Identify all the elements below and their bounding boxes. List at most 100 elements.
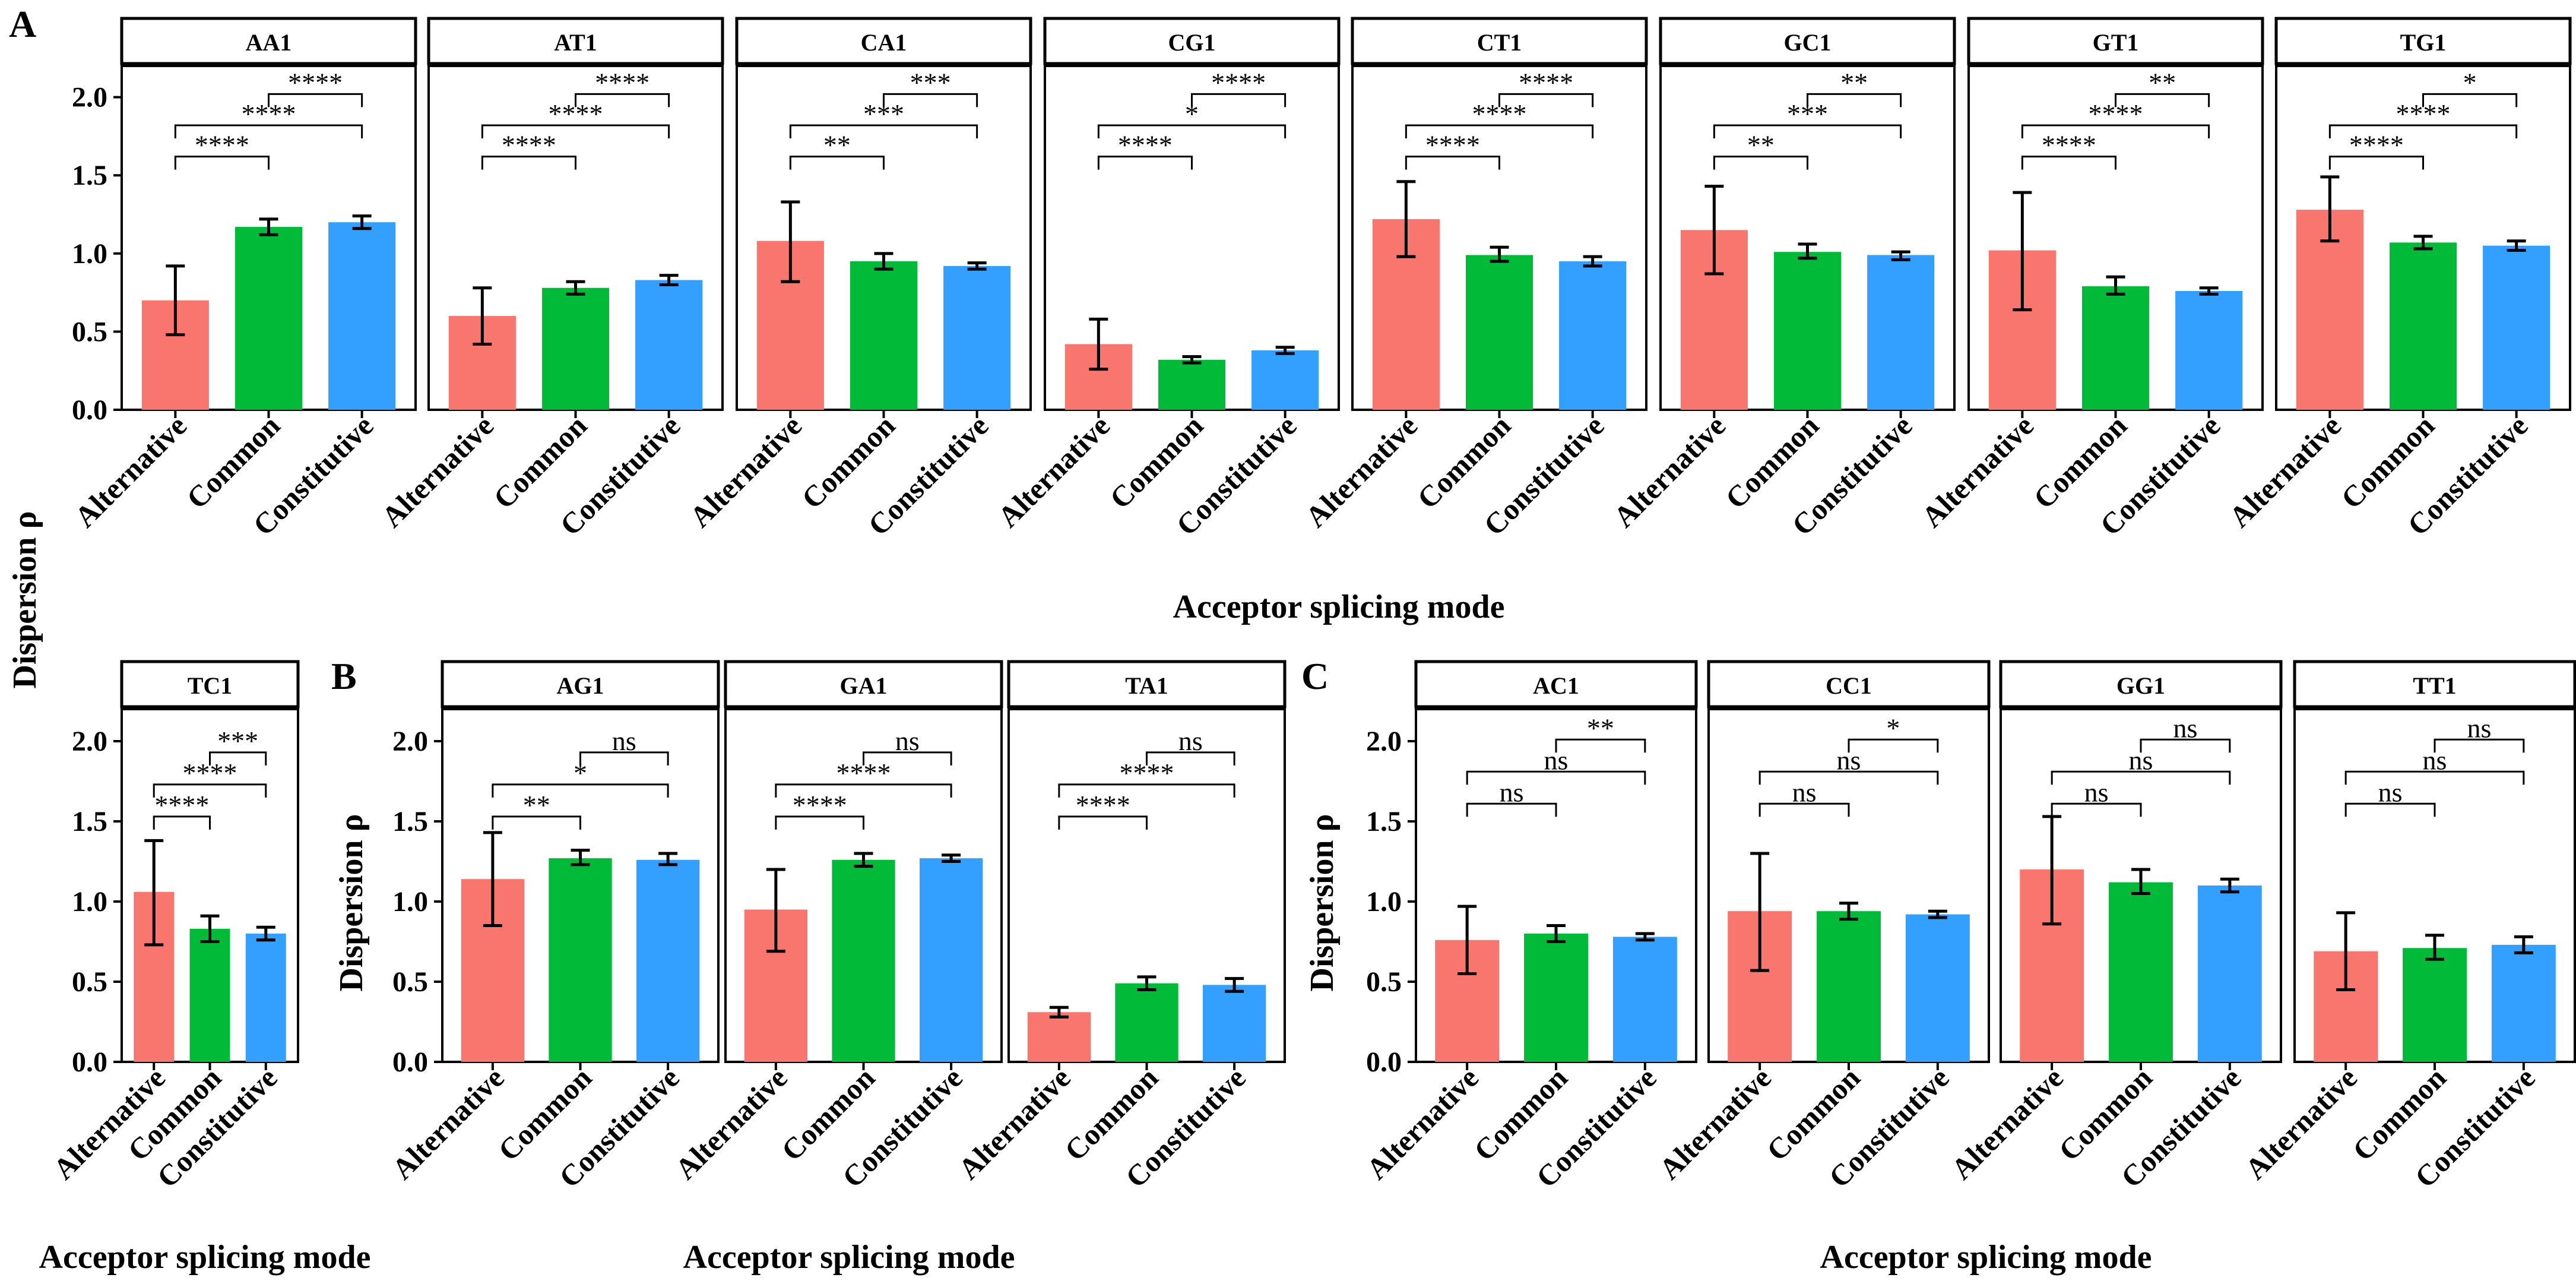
- sig-label: ns: [1792, 777, 1817, 807]
- x-axis-title-bottom-b: Acceptor splicing mode: [683, 1239, 1015, 1276]
- y-tick-label: 1.5: [1366, 806, 1402, 837]
- facet-title: TG1: [2400, 29, 2447, 56]
- bar-common: [2109, 882, 2173, 1062]
- y-tick-label: 0.5: [1366, 966, 1402, 998]
- sig-label: ****: [1118, 130, 1173, 160]
- facet-title: GG1: [2116, 672, 2165, 699]
- sig-bracket: [2051, 770, 2231, 785]
- x-tick-label: Alternative: [991, 409, 1116, 533]
- bar-common: [2389, 242, 2457, 410]
- y-tick-label: 1.5: [72, 160, 107, 191]
- sig-bracket: [2051, 802, 2142, 817]
- x-tick-label: Alternative: [385, 1061, 510, 1185]
- sig-bracket: [492, 783, 669, 798]
- y-tick-label: 0.5: [72, 316, 107, 347]
- y-tick-label: 0.0: [1366, 1046, 1402, 1078]
- sig-label: **: [1587, 713, 1614, 743]
- bar-common: [235, 227, 303, 410]
- y-tick-label: 0.0: [392, 1046, 428, 1078]
- sig-label: ****: [1076, 790, 1130, 820]
- facet-strip: [1414, 660, 1698, 709]
- bar-common: [832, 859, 895, 1062]
- sig-bracket: [1758, 802, 1850, 817]
- facet-title: CC1: [1826, 672, 1872, 699]
- y-tick-label: 1.0: [392, 886, 428, 918]
- sig-bracket: [2021, 156, 2116, 170]
- x-axis-title-bottom-c: Acceptor splicing mode: [1820, 1239, 2152, 1276]
- sig-bracket: [174, 156, 270, 170]
- sig-label: ****: [2042, 130, 2096, 160]
- sig-label: **: [1840, 67, 1868, 97]
- sig-label: ****: [502, 130, 556, 160]
- sig-bracket: [1848, 738, 1939, 753]
- sig-label: ns: [2467, 713, 2491, 743]
- bar-common: [549, 858, 612, 1062]
- sig-bracket: [1405, 124, 1594, 139]
- sig-bracket: [1146, 751, 1235, 766]
- facet-title: TC1: [188, 672, 233, 699]
- facet-title: CT1: [1477, 29, 1522, 56]
- facet-title: AA1: [246, 29, 292, 56]
- bar-constitutive: [636, 859, 700, 1062]
- sig-bracket: [775, 815, 864, 830]
- facet-ac1: AC10.00.51.01.52.0AlternativeCommonConst…: [1360, 660, 1698, 1194]
- sig-bracket: [481, 124, 670, 139]
- facet-gt1: GT1AlternativeCommonConstitutive********…: [1915, 17, 2264, 542]
- facet-strip: [120, 660, 300, 709]
- y-tick-label: 1.0: [1366, 886, 1402, 918]
- sig-bracket: [268, 93, 363, 107]
- y-tick-label: 1.0: [72, 886, 107, 918]
- sig-label: ns: [2084, 777, 2109, 807]
- sig-bracket: [775, 783, 952, 798]
- sig-bracket: [1405, 156, 1500, 170]
- sig-label: ns: [895, 726, 920, 756]
- sig-label: ****: [595, 67, 649, 97]
- sig-label: ****: [1519, 67, 1573, 97]
- facet-cg1: CG1AlternativeCommonConstitutive********…: [991, 17, 1341, 542]
- sig-label: ****: [793, 790, 847, 820]
- facet-title: TA1: [1125, 672, 1168, 699]
- sig-bracket: [579, 751, 669, 766]
- y-tick-label: 1.5: [72, 806, 107, 837]
- x-tick-label: Alternative: [375, 409, 500, 533]
- facet-strip: [441, 660, 720, 709]
- x-tick-label: Alternative: [1915, 409, 2040, 533]
- y-axis-title-main: Dispersion ρ: [7, 511, 43, 688]
- sig-bracket: [789, 156, 885, 170]
- x-tick-label: Alternative: [2223, 409, 2347, 533]
- facet-ct1: CT1AlternativeCommonConstitutive********…: [1299, 17, 1648, 542]
- y-tick-label: 2.0: [392, 726, 428, 757]
- sig-label: *: [2463, 67, 2477, 97]
- x-axis-title-bottom-a: Acceptor splicing mode: [39, 1239, 371, 1276]
- x-tick-label: Alternative: [1299, 409, 1424, 533]
- sig-bracket: [2422, 93, 2518, 107]
- sig-bracket: [481, 156, 576, 170]
- y-tick-label: 0.5: [72, 966, 107, 998]
- sig-bracket: [153, 783, 267, 798]
- y-axis-title-c: Dispersion ρ: [1304, 814, 1341, 991]
- bar-common: [189, 928, 230, 1062]
- sig-bracket: [1807, 93, 1902, 107]
- sig-bracket: [2344, 802, 2436, 817]
- facet-strip: [2293, 660, 2576, 709]
- sig-bracket: [2115, 93, 2210, 107]
- sig-bracket: [575, 93, 670, 107]
- facet-tc1: TC10.00.51.01.52.0AlternativeCommonConst…: [47, 660, 300, 1194]
- bar-constitutive: [245, 934, 286, 1062]
- sig-label: ***: [217, 726, 258, 756]
- sig-label: ns: [1178, 726, 1203, 756]
- bar-constitutive: [1612, 937, 1677, 1062]
- bar-common: [1115, 983, 1178, 1062]
- y-tick-label: 2.0: [1366, 726, 1402, 757]
- y-tick-label: 0.0: [72, 394, 107, 426]
- y-tick-label: 1.5: [392, 806, 428, 837]
- sig-label: **: [1747, 130, 1775, 160]
- bar-constitutive: [919, 858, 983, 1062]
- bar-constitutive: [2483, 245, 2550, 410]
- bar-common: [2081, 286, 2150, 410]
- facet-strip: [735, 17, 1032, 65]
- bar-constitutive: [2175, 290, 2243, 410]
